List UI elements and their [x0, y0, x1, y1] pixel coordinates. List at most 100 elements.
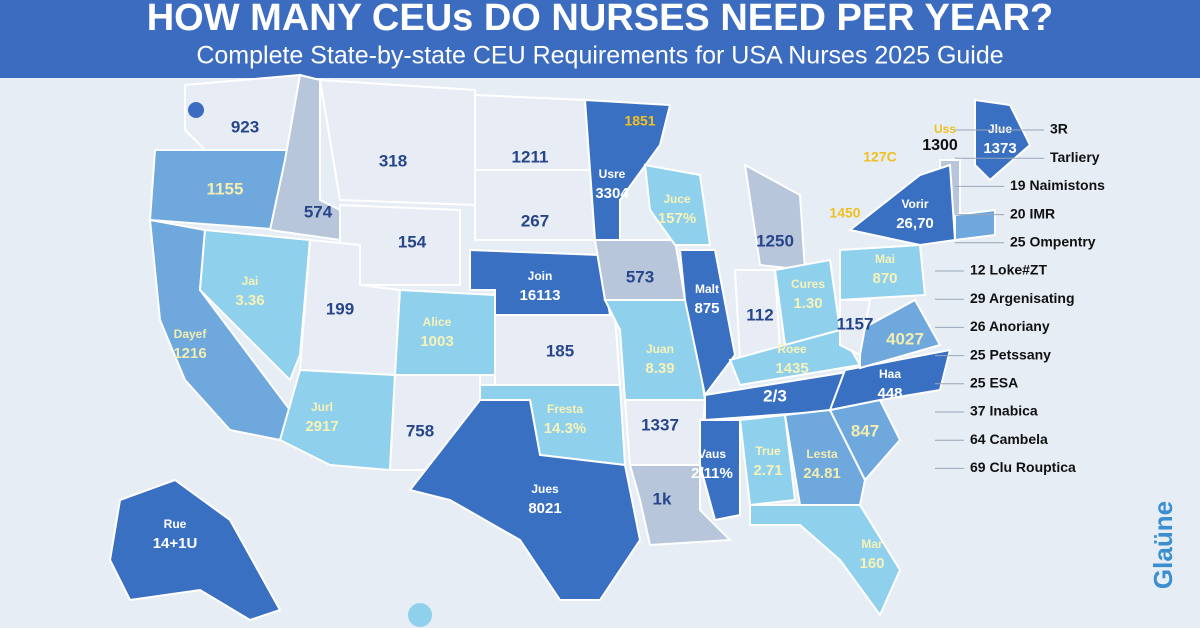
state-label: 1157 [837, 314, 874, 333]
state-label: 8021 [528, 500, 561, 517]
state-label: 26,70 [896, 215, 934, 232]
state [847, 163, 957, 247]
state-label: 185 [546, 341, 574, 360]
header-band [0, 0, 1200, 78]
state-label: Jai [242, 274, 259, 288]
state-label: 923 [231, 117, 259, 136]
subtitle: Complete State-by-state CEU Requirements… [196, 42, 1003, 70]
legend-item: 20 IMR [1010, 205, 1055, 221]
state [643, 163, 712, 246]
state [828, 348, 952, 412]
state-label: Jlue [988, 122, 1012, 136]
icon [188, 102, 204, 118]
callout: 1300 [922, 137, 958, 154]
state-label: 2/3 [763, 386, 787, 405]
state-label: Jues [531, 482, 559, 496]
state-label: 157% [658, 210, 696, 227]
state-label: 8.39 [645, 360, 674, 377]
state-label: Mai [875, 252, 895, 266]
state-label: Vorir [901, 197, 928, 211]
state-label: 870 [872, 270, 897, 287]
state-label: 574 [304, 202, 333, 221]
state [738, 413, 797, 507]
state [839, 299, 872, 357]
state-label: 16113 [520, 287, 561, 304]
legend-item: 29 Argenisating [970, 290, 1075, 306]
state [783, 408, 867, 506]
legend-item: 26 Anoriany [970, 318, 1050, 334]
state-label: 1211 [512, 147, 549, 166]
state [839, 243, 927, 302]
state-label: 448 [877, 385, 902, 402]
legend-item: 25 ESA [970, 375, 1018, 391]
state-label: 199 [326, 299, 354, 318]
callout: 1450 [829, 205, 860, 221]
us-map: 923 1155 Dayef 1216 574 Jai 3.36 318 154 199 Jurl 2… [108, 73, 1032, 622]
state-label: 2.71 [753, 462, 782, 479]
state-label: Roee [777, 342, 807, 356]
state-label: Rue [164, 517, 187, 531]
state [108, 478, 282, 622]
state-label: Cures [791, 277, 825, 291]
legend-item: 3R [1050, 121, 1068, 137]
legend-item: 64 Cambela [970, 431, 1048, 447]
logo: Glaüne [1148, 501, 1178, 589]
state-label: Juan [646, 342, 674, 356]
state-label: 1216 [173, 345, 206, 362]
state-label: 14.3% [544, 420, 587, 437]
state [678, 249, 737, 398]
state [278, 368, 397, 472]
callout: 1851 [624, 113, 655, 129]
state-label: 24.81 [803, 465, 841, 482]
legend-item: 69 Clu Rouptica [970, 459, 1076, 475]
state-label: 573 [626, 267, 654, 286]
state-label: Mar [861, 537, 883, 551]
state [974, 98, 1032, 182]
state-label: 112 [746, 305, 773, 324]
state-label: 160 [859, 555, 884, 572]
state-label: 1155 [207, 179, 244, 198]
state-label: 14+1U [153, 535, 198, 552]
state-label: 758 [406, 421, 434, 440]
state-label: Usre [599, 167, 626, 181]
state-label: 1373 [983, 140, 1016, 157]
title: HOW MANY CEUs DO NURSES NEED PER YEAR? [147, 0, 1054, 39]
state-label: Malt [695, 282, 719, 296]
state-label: Haa [879, 367, 901, 381]
state [318, 78, 476, 207]
state-label: 1003 [420, 333, 453, 350]
state-label: 1.30 [793, 295, 822, 312]
legend-item: 19 Naimistons [1010, 177, 1105, 193]
state-label: Lesta [806, 447, 838, 461]
state [198, 228, 312, 382]
state-label: 847 [851, 421, 879, 440]
state-label: 4027 [886, 329, 924, 348]
state-label: 1435 [775, 360, 808, 377]
callout: 127C [863, 149, 896, 165]
state-label: 1337 [641, 415, 679, 434]
state-label: Vaus [698, 447, 726, 461]
state-label: 267 [521, 211, 549, 230]
state-label: True [755, 444, 781, 458]
state-label: 3304 [595, 185, 629, 202]
state-label: 154 [398, 232, 427, 251]
state-label: 875 [694, 300, 719, 317]
legend-item: 25 Ompentry [1010, 234, 1096, 250]
callout: Uss [934, 122, 956, 136]
state-label: Join [528, 269, 553, 283]
legend-item: 12 Loke#ZT [970, 262, 1047, 278]
state [749, 504, 902, 617]
state-label: Jurl [311, 400, 333, 414]
legend: 3R Tarliery 19 Naimistons 20 IMR 25 Ompentry… [935, 121, 1105, 475]
legend-item: 25 Petssany [970, 346, 1051, 362]
state [408, 399, 642, 601]
legend-item: 37 Inabica [970, 403, 1038, 419]
state-label: 1250 [756, 231, 794, 250]
state-label: Fresta [547, 402, 583, 416]
legend-item: Tarliery [1050, 149, 1100, 165]
state-label: Dayef [174, 327, 208, 341]
state-label: 1k [653, 489, 672, 508]
state [699, 419, 741, 522]
state [184, 73, 301, 157]
